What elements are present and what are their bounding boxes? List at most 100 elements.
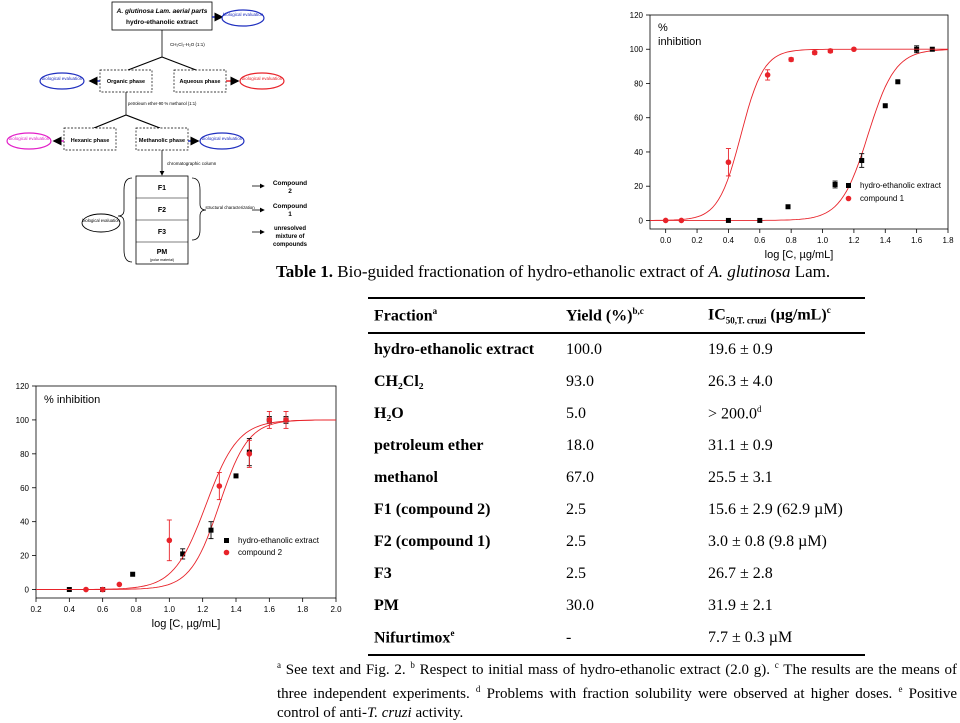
bio-eval-black [81, 213, 121, 233]
cell-yield: 100.0 [560, 333, 702, 366]
y-tick-label: 0 [639, 216, 644, 225]
partition1-label: CH₂Cl₂-H₂O (1:1) [170, 42, 205, 47]
cell-fraction-text: hydro-ethanolic extract [374, 341, 535, 358]
cell-yield: 2.5 [560, 526, 702, 558]
data-point-square [208, 527, 214, 533]
footnote-italic: T. cruzi [366, 705, 412, 721]
cell-yield: 2.5 [560, 494, 702, 526]
cell-yield-text: 67.0 [566, 469, 594, 486]
cell-ic50-text: 25.5 ± 3.1 [708, 469, 773, 486]
fraction-f3: F3 [158, 229, 166, 236]
data-point-square [757, 217, 763, 223]
cell-ic50: 3.0 ± 0.8 (9.8 µM) [702, 526, 865, 558]
cell-yield: 18.0 [560, 430, 702, 462]
cell-fraction-text: PM [374, 597, 399, 614]
extract-box [111, 1, 213, 31]
fit-curve-0 [36, 419, 336, 590]
data-point-circle [246, 451, 253, 457]
footnote-text: Respect to initial mass of hydro-ethanol… [414, 662, 775, 678]
x-tick-label: 1.6 [264, 605, 276, 614]
data-point-square [895, 79, 901, 85]
header-yield-text: Yield (%) [566, 307, 633, 325]
data-point-circle [788, 56, 794, 63]
cell-yield-text: 2.5 [566, 533, 586, 550]
cell-fraction: H₂O [368, 398, 560, 430]
footnote-text: activity. [411, 705, 464, 721]
cell-yield: 30.0 [560, 590, 702, 622]
bio-eval-blue-2 [39, 72, 85, 90]
methanolic-phase-label: Methanolic phase [139, 138, 185, 144]
hexanic-phase-box [63, 127, 117, 151]
caption-text: Bio-guided fractionation of hydro-ethano… [333, 262, 709, 281]
fraction-f2: F2 [158, 207, 166, 214]
table-row: F3 2.5 26.7 ± 2.8 [368, 558, 865, 590]
y-tick-label: 40 [20, 518, 29, 527]
footnote-text: Positive control of anti- [277, 686, 957, 721]
y-tick-label: 60 [634, 114, 643, 123]
data-point-circle [678, 217, 685, 224]
result-compound2-line1: Compound [273, 180, 307, 187]
legend-label: compound 2 [238, 548, 283, 557]
cell-yield-text: 18.0 [566, 437, 594, 454]
cell-yield: 93.0 [560, 366, 702, 398]
data-point-circle [827, 48, 834, 54]
x-tick-label: 1.4 [230, 605, 242, 614]
result-mixture-line1: unresolved [274, 226, 306, 232]
table-row: petroleum ether 18.0 31.1 ± 0.9 [368, 430, 865, 462]
x-tick-label: 0.2 [691, 236, 703, 245]
extract-box-line1: A. glutinosa Lam. aerial parts [116, 8, 208, 15]
cell-yield-text: 30.0 [566, 597, 594, 614]
x-tick-label: 1.8 [942, 236, 954, 245]
cell-ic50-text: 26.3 ± 4.0 [708, 373, 773, 390]
cell-ic50-text: 15.6 ± 2.9 (62.9 µM) [708, 501, 843, 518]
header-yield: Yield (%)b,c [560, 298, 702, 333]
cell-ic50-text: 31.1 ± 0.9 [708, 437, 773, 454]
extract-box-line2: hydro-ethanolic extract [126, 19, 199, 26]
cell-yield: 2.5 [560, 558, 702, 590]
hexanic-phase-label: Hexanic phase [71, 138, 110, 144]
bio-eval-label: biological evaluation [82, 218, 120, 223]
result-compound1-line2: 1 [288, 211, 292, 218]
cell-yield: 5.0 [560, 398, 702, 430]
x-tick-label: 0.4 [64, 605, 76, 614]
cell-ic50-text: 31.9 ± 2.1 [708, 597, 773, 614]
data-point-square [832, 181, 838, 187]
data-point-circle [83, 586, 89, 593]
y-tick-label: 60 [20, 484, 29, 493]
y-tick-label: 120 [16, 382, 30, 391]
cell-fraction-text: F3 [374, 565, 392, 582]
table-caption: Table 1. Bio-guided fractionation of hyd… [276, 262, 956, 282]
header-fraction-sup: a [432, 305, 438, 316]
structural-label: structural characterization [205, 205, 255, 210]
cell-yield-text: 93.0 [566, 373, 594, 390]
table-row: F1 (compound 2) 2.5 15.6 ± 2.9 (62.9 µM) [368, 494, 865, 526]
x-tick-label: 0.6 [754, 236, 766, 245]
cell-fraction: petroleum ether [368, 430, 560, 462]
table-row: H₂O 5.0 > 200.0d [368, 398, 865, 430]
cell-ic50: 26.7 ± 2.8 [702, 558, 865, 590]
y-tick-label: 20 [634, 182, 643, 191]
chart-compound2: 0.2 0.4 0.6 0.8 1.0 1.2 1.4 1.6 1.8 2.0 0 20 40 60 80 1… [16, 382, 342, 630]
x-tick-label: 1.6 [911, 236, 923, 245]
x-tick-label: 0.0 [660, 236, 672, 245]
fraction-pm: PM [157, 249, 168, 256]
cell-fraction: Nifurtimoxe [368, 622, 560, 655]
cell-fraction-text: CH₂Cl₂ [374, 373, 424, 390]
header-ic50: IC50,T. cruzi (µg/mL)c [702, 298, 865, 333]
cell-fraction: CH₂Cl₂ [368, 366, 560, 398]
y-tick-label: 40 [634, 148, 643, 157]
y-tick-label: 100 [16, 416, 30, 425]
bio-eval-label: biological evaluation [223, 12, 264, 17]
data-point-circle [266, 417, 273, 423]
footnote-text: Problems with fraction solubility were o… [480, 686, 899, 702]
legend-marker-circle [223, 549, 230, 556]
cell-ic50: 26.3 ± 4.0 [702, 366, 865, 398]
data-point-circle [166, 537, 173, 544]
legend-marker-square [846, 183, 851, 188]
data-point-circle [99, 586, 106, 593]
fit-curve-1 [650, 48, 948, 221]
y-tick-label: 20 [20, 552, 29, 561]
cell-ic50: 7.7 ± 0.3 µM [702, 622, 865, 655]
footnote-sup: b [410, 660, 415, 670]
x-axis-label: log [C, µg/mL] [152, 618, 221, 630]
